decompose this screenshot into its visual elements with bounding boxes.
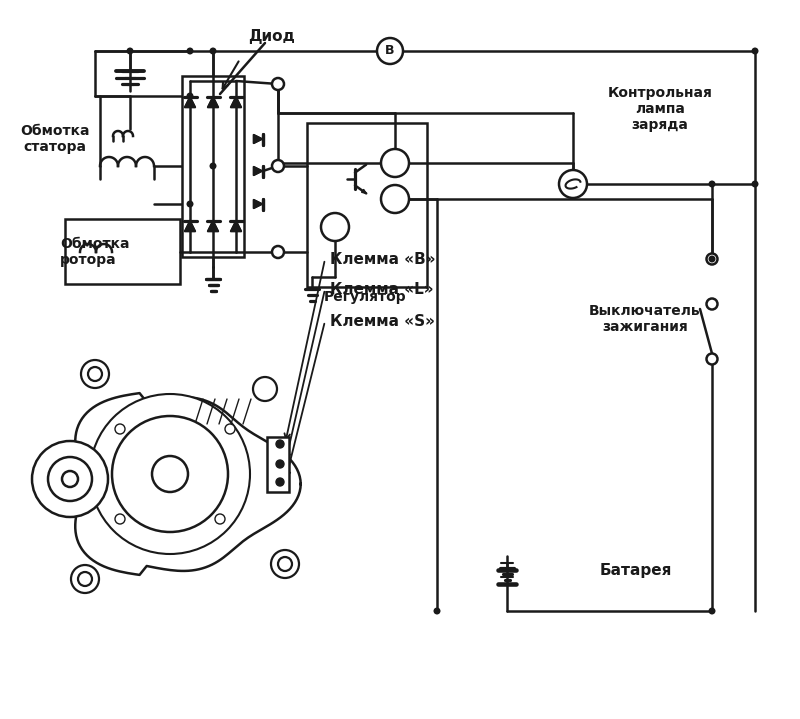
Text: Обмотка
статора: Обмотка статора [20, 124, 90, 154]
Polygon shape [185, 96, 195, 108]
Polygon shape [254, 134, 262, 144]
Circle shape [115, 514, 125, 524]
Circle shape [253, 377, 277, 401]
Circle shape [377, 38, 403, 64]
Circle shape [272, 78, 284, 90]
Text: Клемма «S»: Клемма «S» [330, 313, 435, 329]
Circle shape [709, 608, 715, 615]
Circle shape [272, 160, 284, 172]
Circle shape [225, 424, 235, 434]
Circle shape [210, 47, 217, 55]
Bar [267, 437, 289, 492]
Circle shape [706, 354, 718, 365]
Text: Клемма «B»: Клемма «B» [330, 252, 435, 267]
Polygon shape [207, 96, 218, 108]
Polygon shape [207, 221, 218, 232]
Circle shape [186, 93, 194, 99]
Circle shape [559, 170, 587, 198]
Polygon shape [230, 96, 242, 108]
Circle shape [78, 572, 92, 586]
Circle shape [276, 478, 284, 486]
Polygon shape [230, 221, 242, 232]
Bar [182, 76, 244, 257]
Circle shape [321, 213, 349, 241]
Polygon shape [207, 221, 218, 232]
Text: Выключатель
зажигания: Выключатель зажигания [589, 304, 701, 334]
Text: Контрольная
лампа
заряда: Контрольная лампа заряда [607, 86, 713, 132]
Circle shape [276, 460, 284, 468]
Text: S: S [391, 193, 399, 206]
Circle shape [186, 47, 194, 55]
Circle shape [186, 201, 194, 208]
Circle shape [88, 367, 102, 381]
Circle shape [434, 608, 441, 615]
Circle shape [81, 360, 109, 388]
Circle shape [706, 254, 718, 265]
Polygon shape [185, 221, 195, 232]
Polygon shape [207, 96, 218, 108]
Circle shape [709, 255, 715, 262]
Bar [65, 219, 180, 284]
Circle shape [278, 557, 292, 571]
Text: Клемма «L»: Клемма «L» [330, 282, 434, 296]
Circle shape [381, 185, 409, 213]
Circle shape [272, 246, 284, 258]
Bar [307, 123, 427, 287]
Circle shape [210, 162, 217, 170]
Polygon shape [230, 96, 242, 108]
Circle shape [751, 180, 758, 188]
Polygon shape [230, 221, 242, 232]
Circle shape [90, 394, 250, 554]
Circle shape [276, 440, 284, 448]
Circle shape [381, 149, 409, 177]
Circle shape [126, 47, 134, 55]
Circle shape [48, 457, 92, 501]
Polygon shape [254, 199, 262, 209]
Circle shape [215, 514, 225, 524]
Circle shape [62, 471, 78, 487]
Polygon shape [185, 96, 195, 108]
Text: Обмотка
ротора: Обмотка ротора [60, 237, 130, 267]
Text: L: L [391, 157, 398, 170]
Circle shape [706, 298, 718, 309]
Circle shape [709, 180, 715, 188]
Polygon shape [254, 134, 262, 144]
Circle shape [71, 565, 99, 593]
Circle shape [271, 550, 299, 578]
Circle shape [751, 47, 758, 55]
Polygon shape [254, 199, 262, 209]
Circle shape [32, 441, 108, 517]
Polygon shape [185, 221, 195, 232]
Circle shape [112, 416, 228, 532]
Polygon shape [254, 167, 262, 175]
Text: E: E [331, 221, 339, 234]
Text: Регулятор: Регулятор [324, 290, 406, 304]
Text: Батарея: Батарея [600, 562, 672, 577]
Circle shape [115, 424, 125, 434]
Text: B: B [386, 45, 394, 58]
Circle shape [152, 456, 188, 492]
Polygon shape [254, 167, 262, 175]
Text: Диод: Диод [248, 29, 295, 45]
Polygon shape [362, 189, 366, 193]
